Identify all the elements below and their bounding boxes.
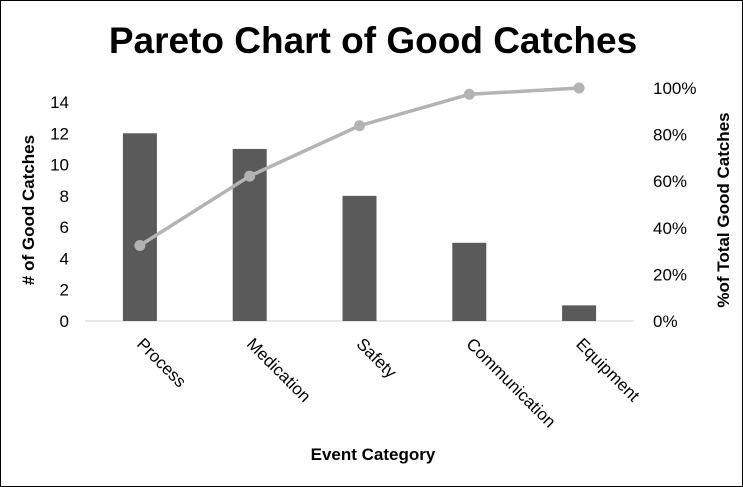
y2-tick-label: 0% (653, 312, 678, 331)
line-point-process (134, 240, 146, 252)
bar-process (122, 133, 157, 321)
y-tick-label: 2 (60, 281, 69, 300)
line-point-equipment (573, 82, 585, 94)
y-tick-label: 10 (50, 156, 69, 175)
y-tick-label: 6 (60, 218, 69, 237)
y-axis-title: # of Good Catches (19, 135, 38, 285)
bar-safety (342, 195, 377, 321)
bar-equipment (562, 305, 597, 321)
y-tick-label: 14 (50, 93, 69, 112)
y-axis-ticks: 0 2 4 6 8 10 12 14 (50, 93, 69, 331)
y-tick-label: 8 (60, 187, 69, 206)
category-label: Safety (353, 334, 401, 382)
line-point-communication (463, 88, 475, 100)
line-point-safety (354, 120, 365, 132)
y2-axis-ticks: 0% 20% 40% 60% 80% 100% (653, 79, 696, 331)
y-tick-label: 12 (50, 124, 69, 143)
x-axis-title: Event Category (311, 445, 436, 464)
line-point-medication (244, 170, 256, 182)
category-label: Medication (243, 334, 315, 406)
y-tick-label: 4 (60, 249, 69, 268)
y2-tick-label: 20% (653, 265, 687, 284)
y2-tick-label: 60% (653, 172, 687, 191)
cumulative-line-series (134, 82, 585, 252)
category-label: Equipment (572, 334, 643, 405)
chart-title: Pareto Chart of Good Catches (109, 20, 637, 61)
category-label: Process (133, 334, 190, 391)
bar-communication (452, 242, 487, 321)
y-tick-label: 0 (60, 312, 69, 331)
y2-tick-label: 40% (653, 219, 687, 238)
bar-series (122, 133, 597, 321)
y2-axis-title: %of Total Good Catches (714, 112, 733, 307)
category-labels: Process Medication Safety Communication Equi… (133, 334, 643, 431)
category-label: Communication (462, 334, 559, 431)
y2-tick-label: 100% (653, 79, 696, 98)
y2-tick-label: 80% (653, 126, 687, 145)
